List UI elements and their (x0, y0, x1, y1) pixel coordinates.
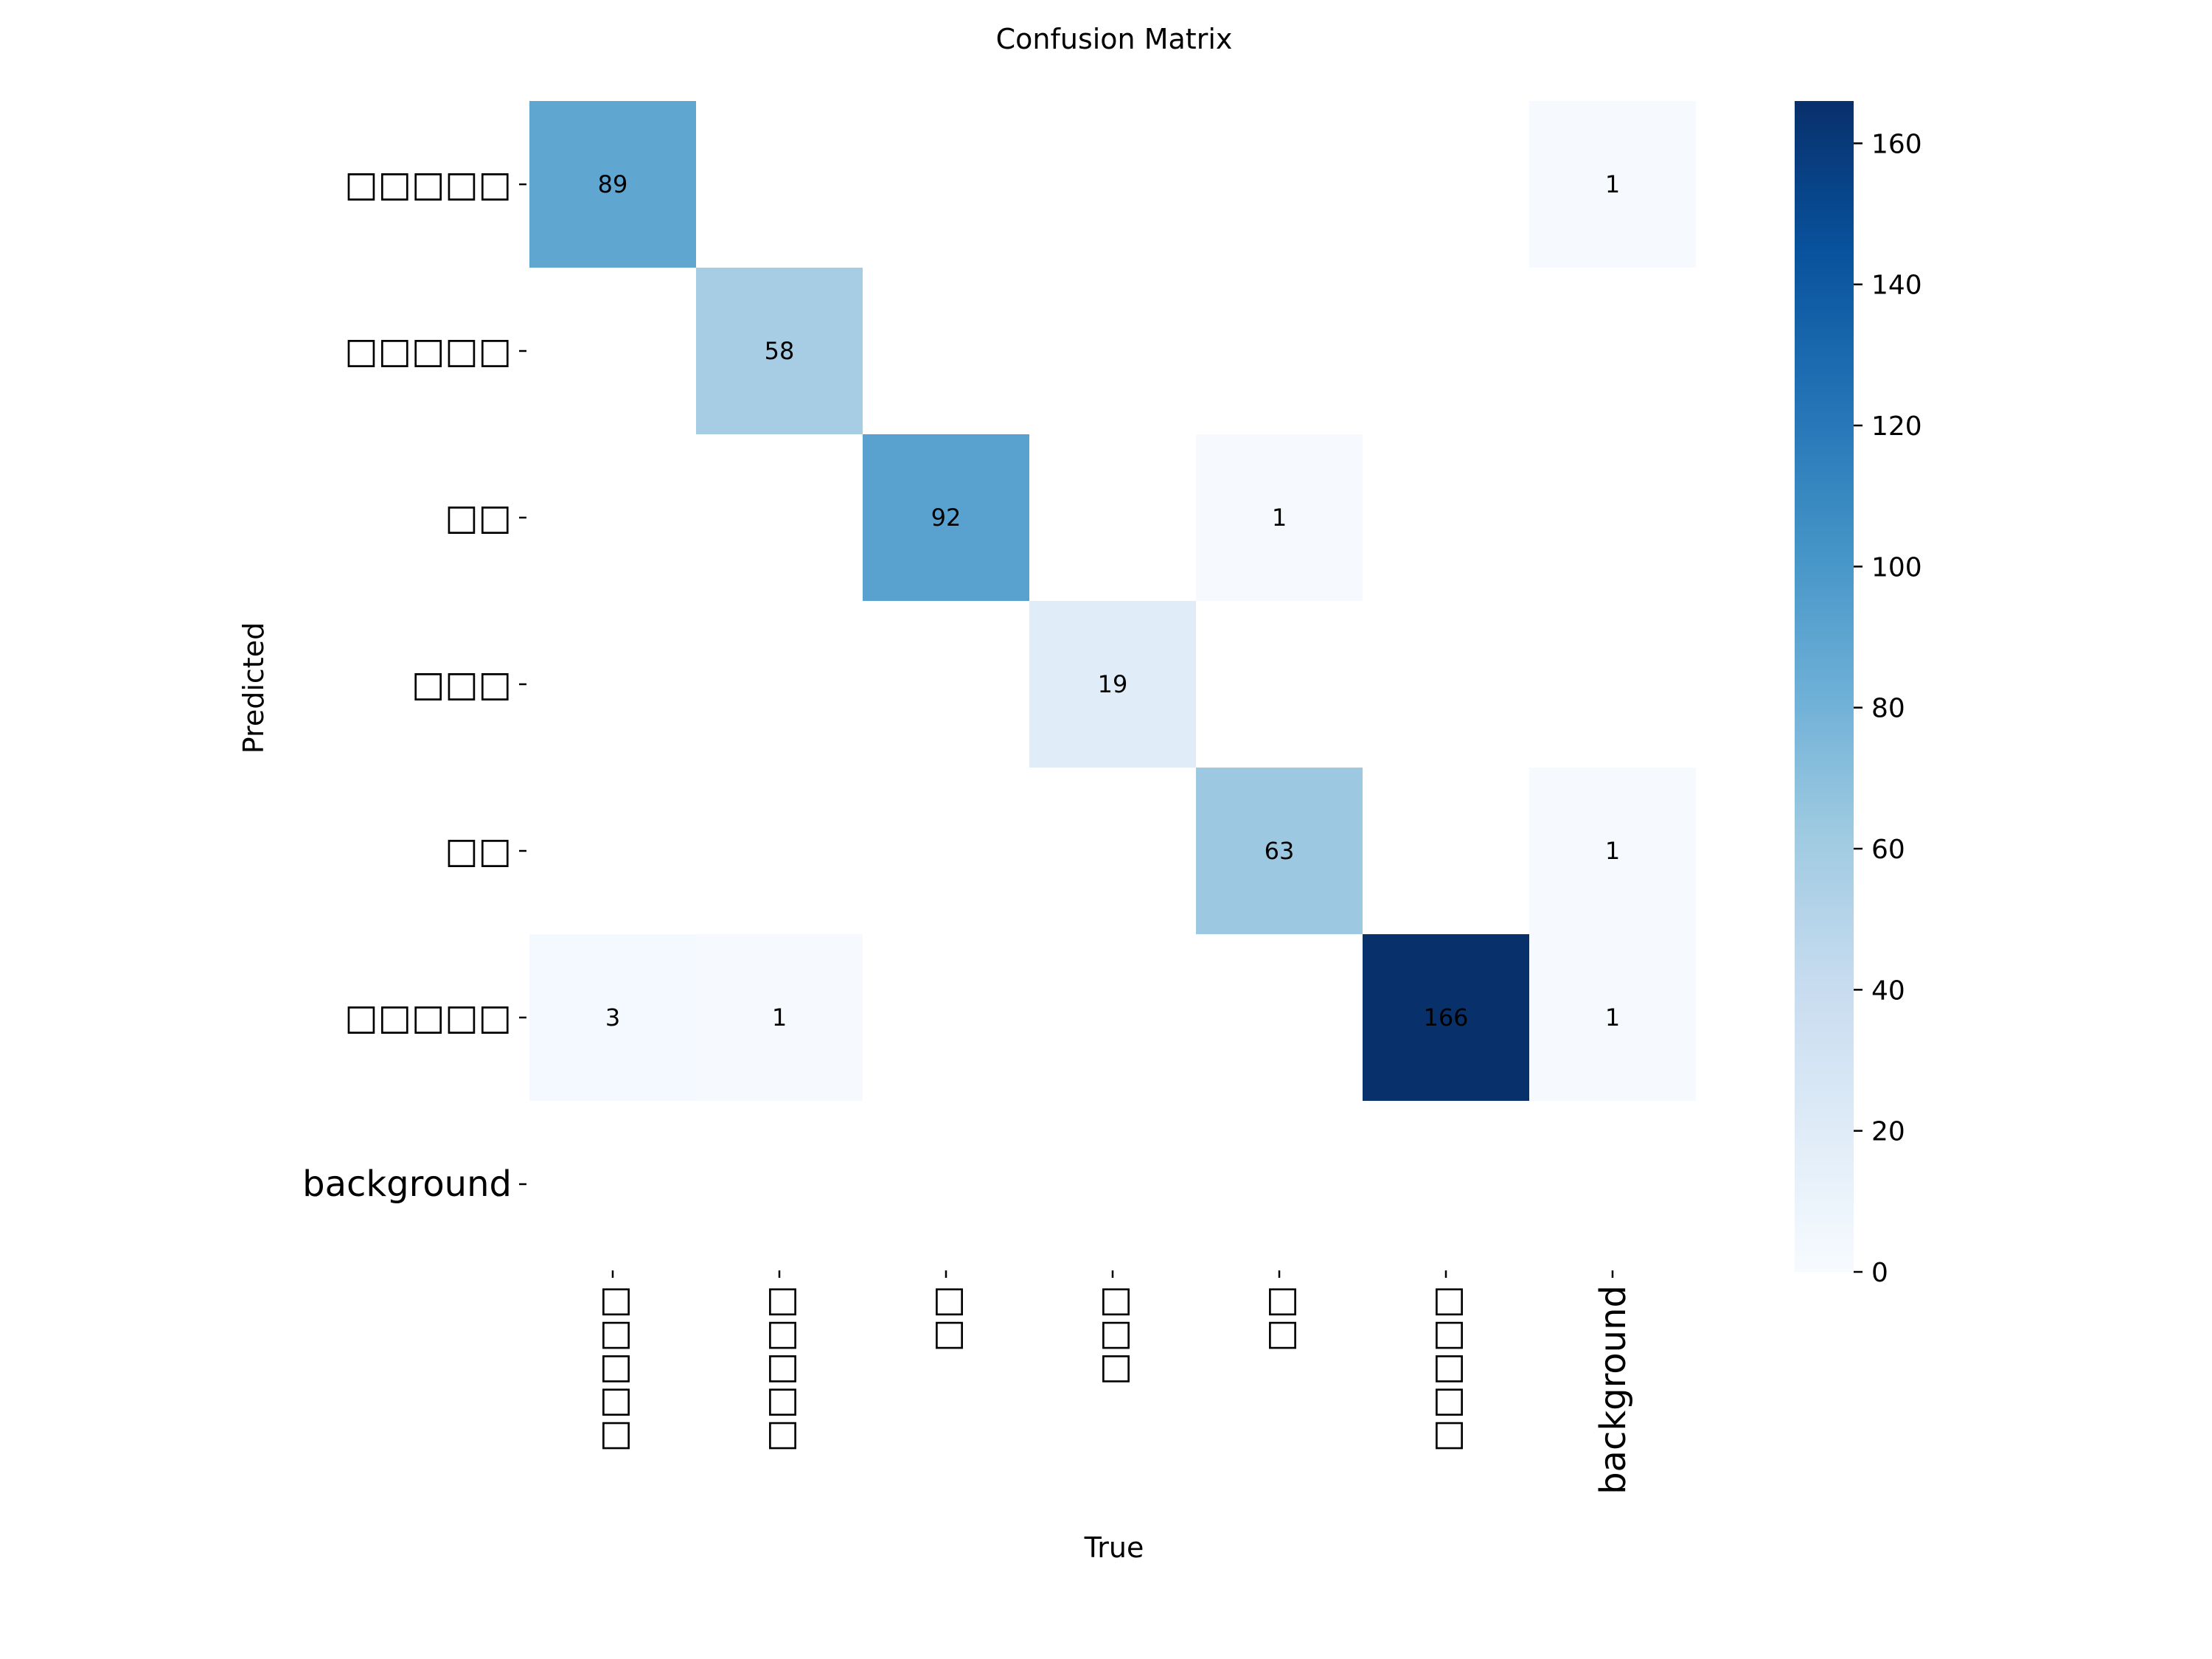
x-tick-label: background (1593, 1285, 1634, 1495)
y-tick-label: □□ (445, 497, 512, 538)
heatmap-cell-label: 89 (598, 170, 628, 198)
heatmap-cell (1363, 934, 1529, 1101)
y-axis-ticks: □□□□□□□□□□□□□□□□□□□□□□background (302, 164, 526, 1205)
x-tick-label: □□ (1259, 1285, 1301, 1352)
heatmap-cell-label: 3 (605, 1004, 620, 1032)
x-axis-label: True (1084, 1531, 1144, 1564)
heatmap-cell (1196, 434, 1363, 601)
y-tick-label: □□□ (411, 664, 512, 705)
y-tick-label: □□□□□ (344, 997, 512, 1038)
x-tick-label: □□□□□ (1426, 1285, 1467, 1453)
heatmap-cell (1529, 101, 1696, 268)
heatmap-cell (529, 934, 696, 1101)
x-tick-label: □□□□□ (759, 1285, 801, 1453)
chart-title: Confusion Matrix (996, 23, 1233, 55)
heatmap-cell-label: 1 (1605, 1004, 1620, 1032)
y-tick-label: □□□□□ (344, 330, 512, 372)
colorbar-tick-label: 140 (1871, 271, 1922, 301)
heatmap-cell-label: 1 (1272, 504, 1287, 532)
heatmap-cell-label: 1 (1605, 837, 1620, 865)
colorbar-tick-label: 120 (1871, 411, 1922, 442)
colorbar-tick-label: 40 (1871, 975, 1905, 1006)
x-tick-label: □□□□□ (593, 1285, 634, 1453)
heatmap-cell-label: 58 (765, 337, 795, 365)
x-axis-ticks: □□□□□ □□□□□ □□ □□□ □□ □□□□□ background (593, 1270, 1634, 1495)
x-tick-label: □□ (926, 1285, 967, 1352)
heatmap-cells (529, 101, 1696, 1101)
colorbar-tick-label: 20 (1871, 1117, 1905, 1147)
heatmap-cell (696, 268, 863, 434)
y-tick-label: background (302, 1164, 512, 1205)
heatmap-cell (1196, 768, 1363, 934)
colorbar (1795, 101, 1854, 1272)
colorbar-tick-label: 160 (1871, 129, 1922, 159)
colorbar-tick-label: 80 (1871, 694, 1905, 724)
colorbar-tick-label: 100 (1871, 552, 1922, 582)
heatmap-cell (529, 101, 696, 268)
y-axis-label: Predicted (237, 622, 270, 754)
colorbar-tick-label: 0 (1871, 1258, 1888, 1288)
colorbar-tick-label: 60 (1871, 835, 1905, 865)
heatmap-cell (863, 434, 1029, 601)
heatmap-cell-label: 166 (1423, 1004, 1468, 1032)
y-tick-label: □□ (445, 830, 512, 872)
x-tick-label: □□□ (1093, 1285, 1134, 1385)
heatmap-cell (1529, 934, 1696, 1101)
heatmap-cell (1029, 601, 1196, 768)
heatmap-cell-label: 19 (1098, 670, 1128, 698)
heatmap-cell-labels: 89 1 58 92 1 19 63 1 3 1 166 1 (598, 170, 1621, 1032)
y-tick-label: □□□□□ (344, 164, 512, 205)
heatmap-cell (1529, 768, 1696, 934)
heatmap-cell-label: 1 (1605, 170, 1620, 198)
heatmap-cell (696, 934, 863, 1101)
heatmap-cell-label: 1 (772, 1004, 787, 1032)
heatmap-cell-label: 92 (931, 504, 961, 532)
heatmap-cell-label: 63 (1265, 837, 1295, 865)
colorbar-ticks: 0 20 40 60 80 100 120 140 160 (1854, 129, 1922, 1288)
